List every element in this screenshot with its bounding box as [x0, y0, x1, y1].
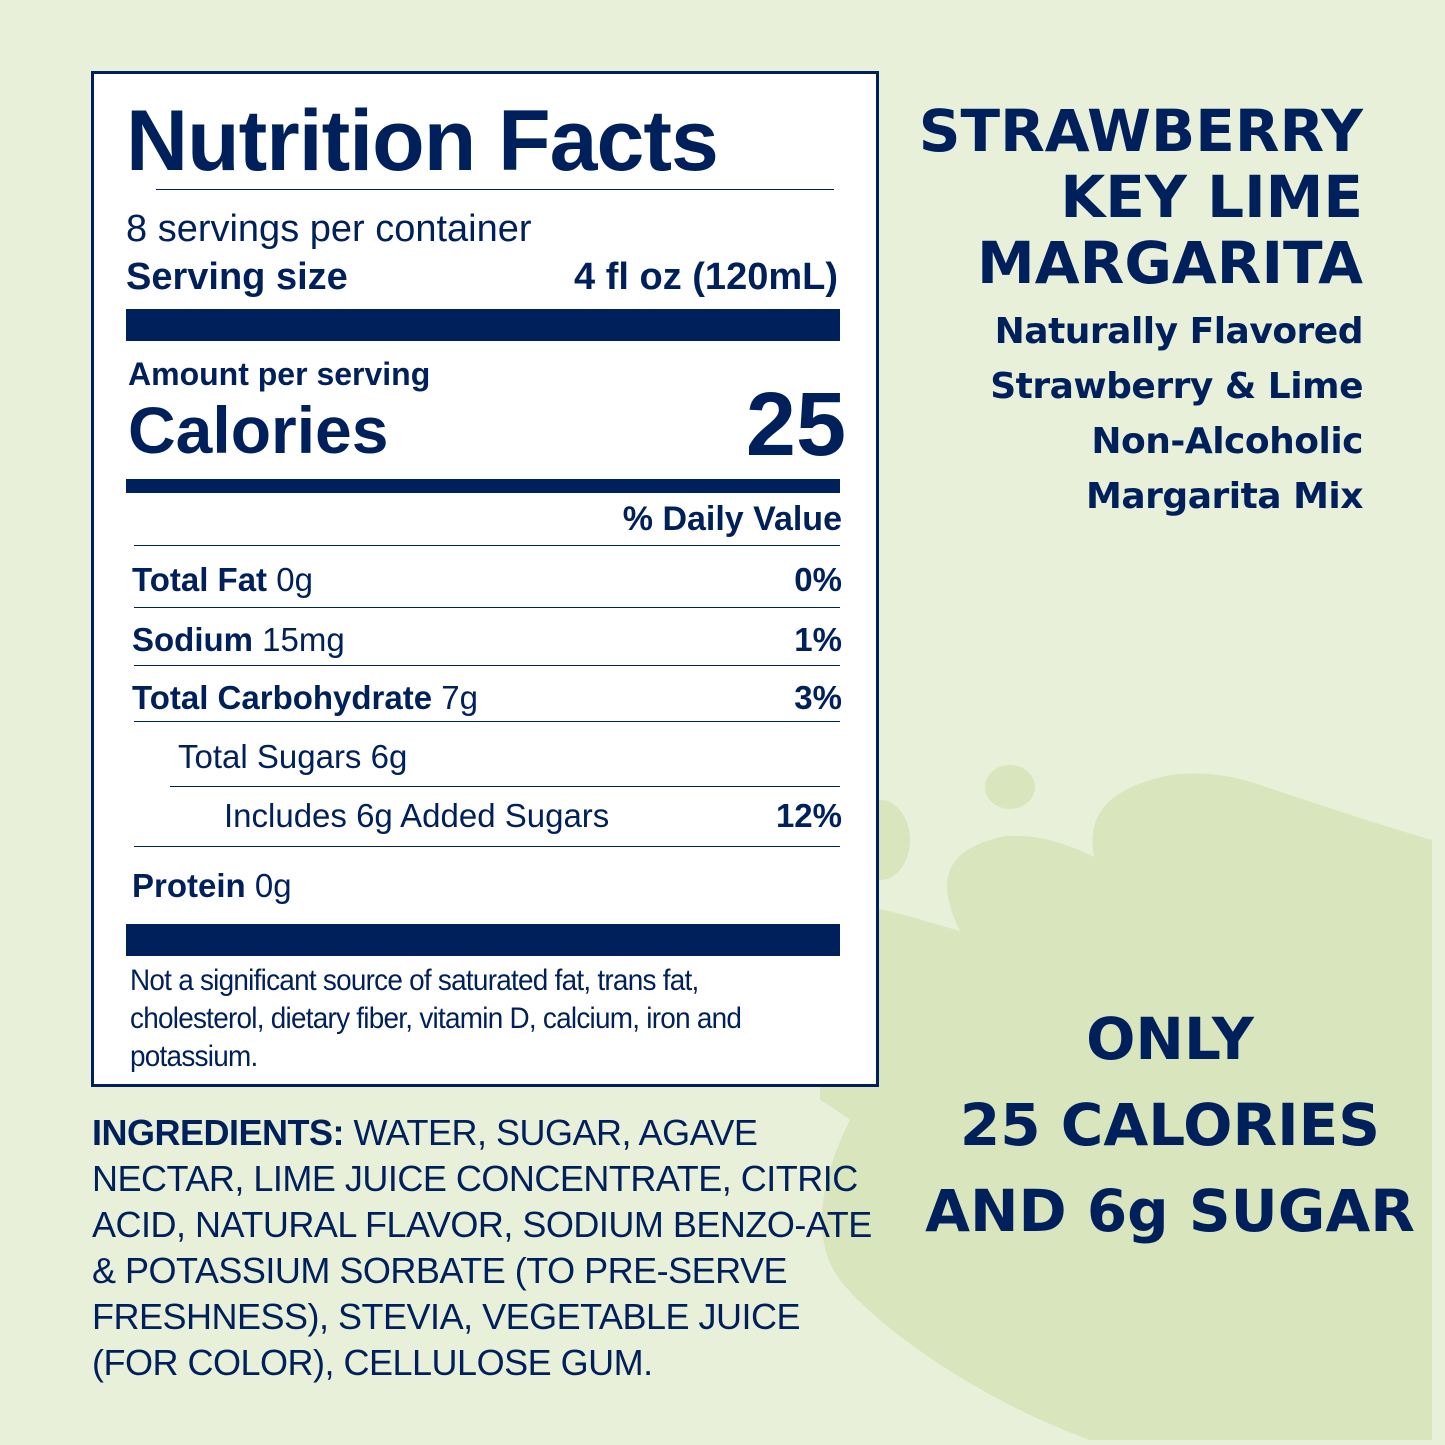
row-protein: Protein 0g	[132, 867, 292, 905]
row-total-sugars: Total Sugars 6g	[178, 738, 408, 775]
nutrient-amount: 0g	[276, 561, 313, 598]
calorie-callout: ONLY 25 CALORIES AND 6g SUGAR	[900, 996, 1440, 1254]
row-added-sugars: Includes 6g Added Sugars	[224, 797, 610, 834]
serving-size-label: Serving size	[126, 256, 348, 298]
footnote: Not a significant source of saturated fa…	[130, 962, 742, 1076]
amount-per-serving: Amount per serving	[128, 356, 431, 392]
dv-total-fat: 0%	[794, 561, 842, 598]
nutrient-label: Sodium	[132, 621, 253, 658]
thick-divider	[126, 924, 840, 956]
callout-line: 25 CALORIES	[959, 1091, 1381, 1159]
product-name-line: STRAWBERRY	[918, 97, 1363, 165]
footnote-line: Not a significant source of saturated fa…	[130, 964, 699, 997]
ingredients-label: INGREDIENTS:	[92, 1112, 345, 1153]
row-total-carbohydrate: Total Carbohydrate 7g	[132, 679, 478, 717]
nutrient-amount: 7g	[441, 679, 478, 716]
servings-per-container: 8 servings per container	[126, 208, 532, 250]
nutrient-amount: 15mg	[262, 621, 345, 658]
footnote-line: cholesterol, dietary fiber, vitamin D, c…	[130, 1002, 742, 1035]
divider	[134, 665, 840, 666]
nutrition-facts-panel: Nutrition Facts 8 servings per container…	[91, 71, 879, 1087]
medium-divider	[126, 479, 840, 493]
description-line: Margarita Mix	[1086, 476, 1363, 517]
description-line: Non-Alcoholic	[1091, 421, 1363, 462]
ingredients-text: WATER, SUGAR, AGAVE NECTAR, LIME JUICE C…	[92, 1112, 872, 1383]
description-line: Strawberry & Lime	[990, 366, 1363, 407]
dv-sodium: 1%	[794, 621, 842, 658]
footnote-line: potassium.	[130, 1040, 258, 1073]
divider	[134, 607, 840, 608]
calories-label: Calories	[128, 393, 389, 467]
callout-line: ONLY	[1086, 1005, 1254, 1073]
product-name: STRAWBERRY KEY LIME MARGARITA	[919, 98, 1363, 296]
product-name-line: MARGARITA	[977, 229, 1363, 297]
serving-size-value: 4 fl oz (120mL)	[574, 256, 838, 298]
nutrient-label: Total Carbohydrate	[132, 679, 433, 716]
divider	[170, 786, 840, 787]
row-sodium: Sodium 15mg	[132, 621, 345, 659]
row-total-fat: Total Fat 0g	[132, 561, 313, 599]
dv-added-sugars: 12%	[775, 797, 842, 834]
nutrient-label: Protein	[132, 867, 246, 904]
dv-total-carbohydrate: 3%	[794, 679, 842, 716]
divider	[134, 545, 840, 546]
description-line: Naturally Flavored	[994, 311, 1364, 352]
ingredients: INGREDIENTS: WATER, SUGAR, AGAVE NECTAR,…	[92, 1110, 882, 1386]
product-description: Naturally Flavored Strawberry & Lime Non…	[990, 304, 1363, 524]
calories-value: 25	[745, 375, 846, 475]
nutrient-label: Total Fat	[132, 561, 268, 598]
divider	[134, 721, 840, 722]
nutrition-title: Nutrition Facts	[126, 93, 719, 189]
divider	[156, 189, 834, 190]
dv-header: % Daily Value	[622, 500, 842, 538]
divider	[134, 846, 840, 847]
callout-line: AND 6g SUGAR	[925, 1177, 1415, 1245]
nutrient-amount: 0g	[254, 867, 292, 904]
product-name-line: KEY LIME	[1060, 163, 1363, 231]
thick-divider	[126, 309, 840, 341]
